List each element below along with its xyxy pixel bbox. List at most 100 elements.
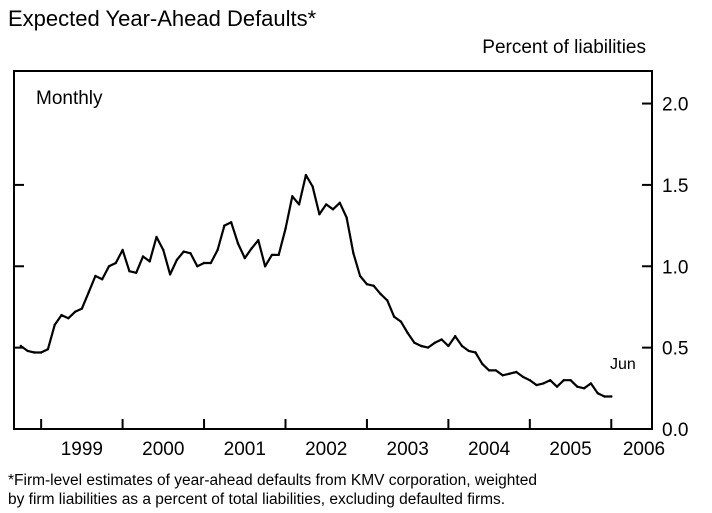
data-point	[19, 344, 22, 348]
data-point	[304, 173, 308, 177]
data-point	[542, 382, 545, 385]
data-point	[596, 392, 599, 395]
data-point	[311, 185, 314, 188]
y-tick-label: 2.0	[662, 95, 688, 116]
data-point	[406, 331, 409, 335]
data-point	[168, 273, 172, 276]
y-axis-unit-label: Percent of liabilities	[482, 37, 646, 58]
data-point	[33, 351, 36, 354]
end-point-label: Jun	[610, 356, 636, 373]
frequency-label: Monthly	[36, 88, 103, 109]
data-point	[135, 271, 138, 274]
data-point	[39, 351, 43, 354]
data-point	[202, 261, 206, 265]
data-point	[582, 387, 586, 390]
data-point	[107, 265, 111, 268]
plot-frame	[13, 70, 653, 430]
y-tick-label: 0.5	[662, 339, 688, 360]
data-point	[460, 344, 464, 348]
data-point	[67, 317, 70, 320]
data-point	[426, 346, 430, 349]
data-point	[250, 247, 253, 250]
series-line	[20, 174, 612, 398]
data-point	[481, 362, 484, 366]
data-point	[155, 235, 158, 239]
data-point	[338, 201, 341, 204]
y-tick-label: 1.0	[662, 257, 688, 278]
data-point	[420, 344, 423, 348]
data-point	[562, 379, 565, 382]
data-point	[60, 313, 63, 317]
data-point	[46, 348, 50, 351]
data-point	[345, 216, 348, 219]
data-point	[386, 299, 389, 302]
data-point	[433, 341, 436, 344]
data-point	[87, 291, 90, 294]
data-point	[494, 369, 498, 372]
data-point	[277, 253, 280, 257]
data-point	[535, 383, 538, 387]
data-point	[325, 203, 328, 206]
data-point	[318, 213, 321, 216]
data-point	[297, 203, 301, 206]
data-point	[474, 351, 477, 354]
footnote-line-2: by firm liabilities as a percent of tota…	[8, 491, 506, 508]
data-point	[26, 349, 29, 353]
data-point	[94, 274, 97, 278]
data-point	[358, 274, 362, 278]
data-point	[80, 307, 84, 310]
data-point	[196, 265, 199, 268]
data-point	[114, 261, 118, 265]
data-point	[487, 369, 491, 372]
data-point	[569, 379, 572, 382]
x-tick-label: 2005	[549, 439, 591, 460]
data-point	[189, 252, 192, 255]
footnote: *Firm-level estimates of year-ahead defa…	[8, 471, 708, 509]
x-tick-label: 2000	[142, 439, 184, 460]
data-point	[73, 310, 77, 313]
data-point	[223, 224, 226, 227]
data-point	[365, 283, 369, 286]
data-point	[610, 395, 613, 398]
data-point	[352, 252, 355, 255]
chart-title: Expected Year-Ahead Defaults*	[8, 6, 317, 31]
data-point	[128, 270, 131, 273]
data-point	[515, 370, 518, 374]
data-point	[263, 265, 267, 268]
x-tick-label: 2001	[224, 439, 266, 460]
y-tick-label: 0.0	[662, 420, 688, 441]
data-point	[291, 195, 294, 198]
data-point	[521, 375, 525, 379]
data-point	[392, 315, 396, 318]
data-point	[148, 260, 151, 263]
data-point	[501, 374, 504, 377]
data-point	[399, 320, 403, 323]
data-point	[243, 256, 246, 260]
data-point	[379, 292, 382, 296]
data-point	[454, 335, 457, 338]
data-point	[216, 248, 219, 252]
data-point	[331, 208, 335, 211]
data-point	[175, 258, 179, 261]
x-tick-label: 2003	[387, 439, 429, 460]
data-point	[447, 344, 450, 348]
data-point	[141, 255, 145, 258]
data-point	[257, 239, 260, 242]
data-point	[230, 221, 233, 224]
data-point	[549, 379, 552, 382]
data-point	[372, 284, 375, 287]
x-tick-label: 2002	[305, 439, 347, 460]
data-point	[508, 372, 511, 375]
x-tick-label: 2004	[468, 439, 511, 460]
data-point	[555, 385, 559, 388]
data-point	[53, 323, 56, 327]
x-tick-label: 2006	[623, 439, 665, 460]
data-point	[101, 278, 104, 281]
x-tick-label: 1999	[61, 439, 103, 460]
data-point	[182, 250, 185, 253]
data-point	[209, 261, 212, 265]
data-point	[284, 227, 287, 230]
footnote-line-1: *Firm-level estimates of year-ahead defa…	[8, 472, 537, 489]
data-point	[121, 248, 124, 252]
